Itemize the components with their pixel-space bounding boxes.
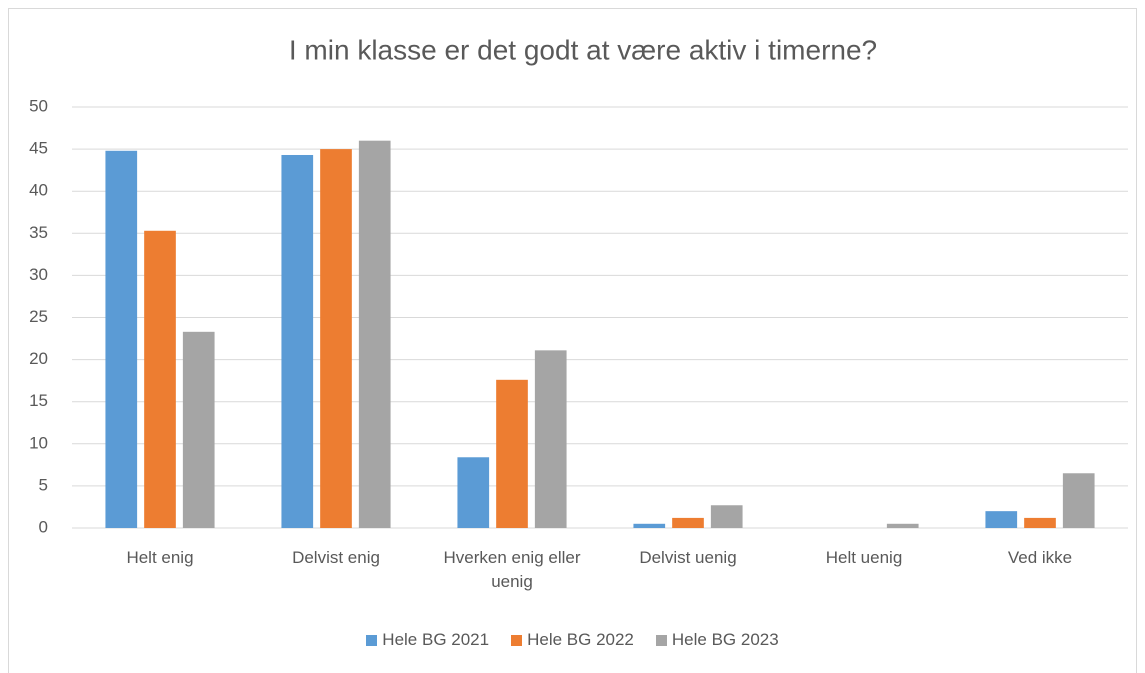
bar [105,150,138,528]
x-tick-label: Helt uenig [825,548,903,567]
y-tick-label: 15 [29,391,48,410]
legend-item: Hele BG 2021 [366,630,489,650]
bar [534,350,567,528]
legend-swatch [366,634,378,646]
bar [281,154,314,528]
bar [886,523,919,528]
legend-label: Hele BG 2021 [382,630,490,649]
chart-border [8,8,1137,673]
bar [358,140,391,528]
y-tick-label: 45 [29,139,48,158]
y-tick-label: 30 [29,265,48,284]
legend: Hele BG 2021 Hele BG 2022 Hele BG 2023 [0,630,1145,650]
legend-item: Hele BG 2023 [655,630,779,650]
y-tick-label: 10 [29,433,48,452]
y-tick-label: 20 [29,349,48,368]
legend-label: Hele BG 2022 [527,630,634,649]
legend-swatch [511,634,523,646]
bar [985,511,1018,528]
bar [710,505,743,528]
y-tick-label: 35 [29,223,48,242]
bar [633,523,666,528]
y-tick-label: 25 [29,307,48,326]
legend-item: Hele BG 2022 [511,630,634,650]
x-tick-label: Delvist uenig [639,548,737,567]
y-tick-label: 0 [39,517,48,536]
bar [1062,473,1095,528]
x-tick-label: Delvist enig [292,548,380,567]
x-tick-label: Helt enig [126,548,194,567]
y-tick-label: 50 [29,96,48,115]
bar [672,517,704,528]
bar [457,457,490,528]
x-tick-label: Hverken enig eller uenig [443,548,581,591]
bar [182,331,215,528]
bar [1024,517,1056,528]
bar [496,379,528,528]
y-tick-label: 40 [29,181,48,200]
bar [144,230,176,529]
x-tick-label: Ved ikke [1007,548,1073,567]
chart-title: I min klasse er det godt at være aktiv i… [289,34,877,65]
legend-label: Hele BG 2023 [671,630,779,649]
bar [320,149,352,528]
y-tick-label: 5 [39,475,48,494]
legend-swatch [655,634,667,646]
